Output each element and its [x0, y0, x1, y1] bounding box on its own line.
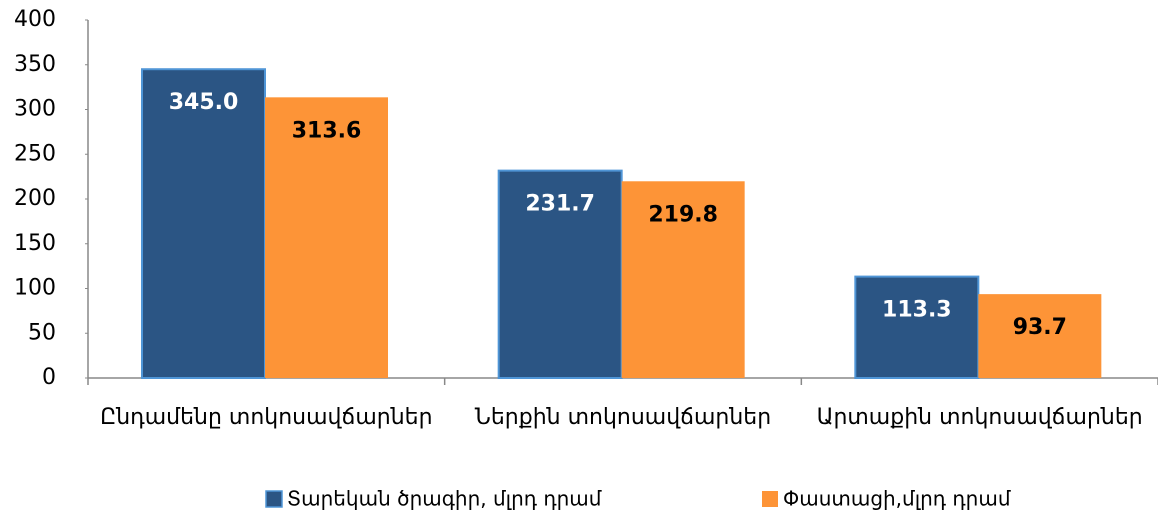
- y-tick-label: 50: [28, 320, 56, 345]
- bar: [497, 169, 623, 379]
- bar: [621, 181, 745, 378]
- value-label: 313.6: [292, 118, 362, 143]
- bar: [265, 97, 388, 378]
- x-tick-label: Արտաքին տոկոսավճարներ: [817, 405, 1143, 430]
- x-tick-label: Ընդամենը տոկոսավճարներ: [100, 405, 432, 430]
- value-label: 219.8: [648, 202, 718, 227]
- y-tick-label: 250: [14, 141, 56, 166]
- legend-swatch: [762, 491, 778, 507]
- value-label: 231.7: [525, 192, 595, 217]
- value-label: 345.0: [169, 90, 239, 115]
- bar: [141, 68, 266, 379]
- legend-label: Տարեկան ծրագիր, մլրդ դրամ: [287, 487, 602, 511]
- legend-swatch: [265, 490, 283, 508]
- x-tick-label: Ներքին տոկոսավճարներ: [475, 405, 771, 430]
- y-tick-label: 200: [14, 186, 56, 211]
- value-label: 93.7: [1013, 315, 1067, 340]
- y-tick-label: 300: [14, 97, 56, 122]
- bar: [978, 294, 1102, 378]
- y-tick-label: 150: [14, 231, 56, 256]
- y-tick-label: 350: [14, 52, 56, 77]
- bar: [854, 275, 980, 379]
- y-tick-label: 0: [42, 365, 56, 390]
- legend-label: Փաստացի,մլրդ դրամ: [783, 487, 1011, 511]
- y-tick-label: 400: [14, 7, 56, 32]
- y-tick-label: 100: [14, 276, 56, 301]
- value-label: 113.3: [882, 298, 952, 323]
